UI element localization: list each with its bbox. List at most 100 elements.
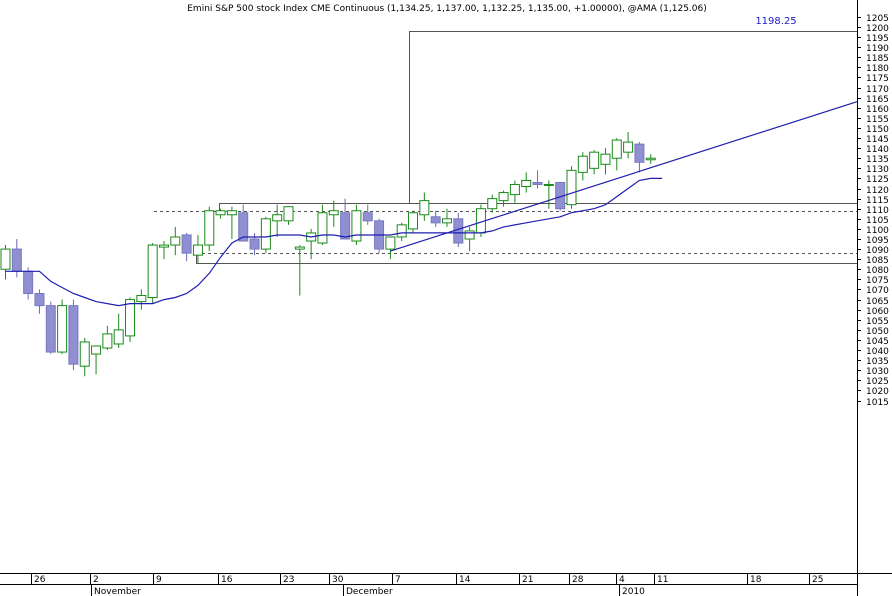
candle-body-up [328, 210, 339, 216]
price-tick-label: 1020 [866, 387, 889, 397]
candle-28 [317, 204, 328, 246]
candle-body-up [260, 218, 271, 250]
candle-22 [249, 232, 260, 256]
price-tick-label: 1150 [866, 125, 889, 135]
candle-16 [181, 232, 192, 262]
candle-body-up [623, 141, 634, 153]
candle-11 [125, 297, 136, 342]
price-tick-label: 1155 [866, 115, 889, 125]
price-tick-label: 1095 [866, 236, 889, 246]
price-tick-label: 1065 [866, 297, 889, 307]
price-tick-label: 1175 [866, 74, 889, 84]
price-tick-label: 1090 [866, 246, 889, 256]
candle-body-up [509, 183, 520, 196]
price-tick-label: 1075 [866, 276, 889, 286]
candle-body-up [385, 236, 396, 250]
candle-body-up [158, 244, 169, 248]
day-label: 16 [221, 575, 233, 585]
price-tick-label: 1125 [866, 175, 889, 185]
candle-body-up [589, 151, 600, 169]
candle-5 [57, 299, 68, 355]
candle-body-down [34, 293, 45, 307]
price-tick-label: 1055 [866, 317, 889, 327]
month-label: November [94, 587, 141, 596]
candle-body-down [238, 212, 249, 242]
day-label: 14 [459, 575, 471, 585]
price-tick-label: 1025 [866, 377, 889, 387]
candle-13 [147, 243, 158, 304]
day-label: 9 [156, 575, 162, 585]
price-tick-label: 1050 [866, 327, 889, 337]
day-label: 25 [812, 575, 823, 585]
candle-body-up [441, 218, 452, 224]
month-label: December [346, 587, 393, 596]
candle-body-up [521, 179, 532, 188]
candle-body-up [645, 157, 656, 161]
candle-38 [430, 210, 441, 227]
day-label: 11 [657, 575, 668, 585]
candle-body-up [294, 246, 305, 250]
candle-body-up [498, 192, 509, 202]
price-tick-label: 1120 [866, 186, 889, 196]
price-tick-label: 1140 [866, 145, 889, 155]
candle-31 [351, 204, 362, 246]
candle-body-up [170, 236, 181, 246]
price-tick-label: 1045 [866, 337, 889, 347]
day-label: 26 [34, 575, 46, 585]
candle-body-up [147, 244, 158, 299]
price-tick-label: 1105 [866, 216, 889, 226]
candle-39 [441, 208, 452, 227]
day-label: 30 [332, 575, 344, 585]
candle-57 [645, 154, 656, 164]
candle-body-down [340, 212, 351, 240]
price-tick-label: 1030 [866, 367, 889, 377]
day-label: 23 [283, 575, 294, 585]
candle-23 [260, 216, 271, 254]
price-tick-label: 1015 [866, 398, 889, 408]
candle-body-up [204, 210, 215, 246]
candle-body-up [600, 153, 611, 165]
candle-19 [215, 208, 226, 219]
candle-body-up [91, 345, 102, 355]
price-tick-label: 1130 [866, 165, 889, 175]
candle-3 [34, 289, 45, 314]
candle-32 [362, 204, 373, 225]
candle-18 [204, 206, 215, 252]
candle-body-down [23, 270, 34, 295]
candle-0 [0, 245, 11, 280]
candle-body-up [408, 212, 419, 230]
candle-body-up [396, 224, 407, 238]
candle-body-up [577, 155, 588, 173]
candle-36 [408, 210, 419, 233]
candle-body-up [215, 210, 226, 216]
candle-56 [634, 142, 645, 173]
candle-9 [102, 325, 113, 351]
price-tick-label: 1205 [866, 14, 889, 24]
candle-body-down [68, 305, 79, 365]
candle-26 [294, 245, 305, 296]
candle-body-down [181, 234, 192, 254]
candle-30 [340, 198, 351, 240]
price-tick-label: 1060 [866, 307, 889, 317]
candle-44 [498, 190, 509, 207]
price-tick-label: 1200 [866, 24, 889, 34]
price-tick-label: 1100 [866, 226, 889, 236]
month-label: 2010 [622, 587, 645, 596]
candle-body-up [317, 212, 328, 244]
candle-body-up [419, 200, 430, 216]
price-tick-label: 1135 [866, 155, 889, 165]
candle-body-up [464, 230, 475, 240]
candle-24 [272, 204, 283, 237]
price-tag-1198: 1198.25 [755, 16, 796, 27]
price-tick-label: 1145 [866, 135, 889, 145]
candle-43 [487, 194, 498, 213]
chart-title: Emini S&P 500 stock Index CME Continuous… [187, 4, 707, 14]
candle-53 [600, 148, 611, 175]
candle-21 [238, 204, 249, 242]
candle-41 [464, 226, 475, 252]
candle-body-up [543, 183, 554, 186]
price-tick-label: 1165 [866, 95, 889, 105]
candle-54 [611, 138, 622, 171]
